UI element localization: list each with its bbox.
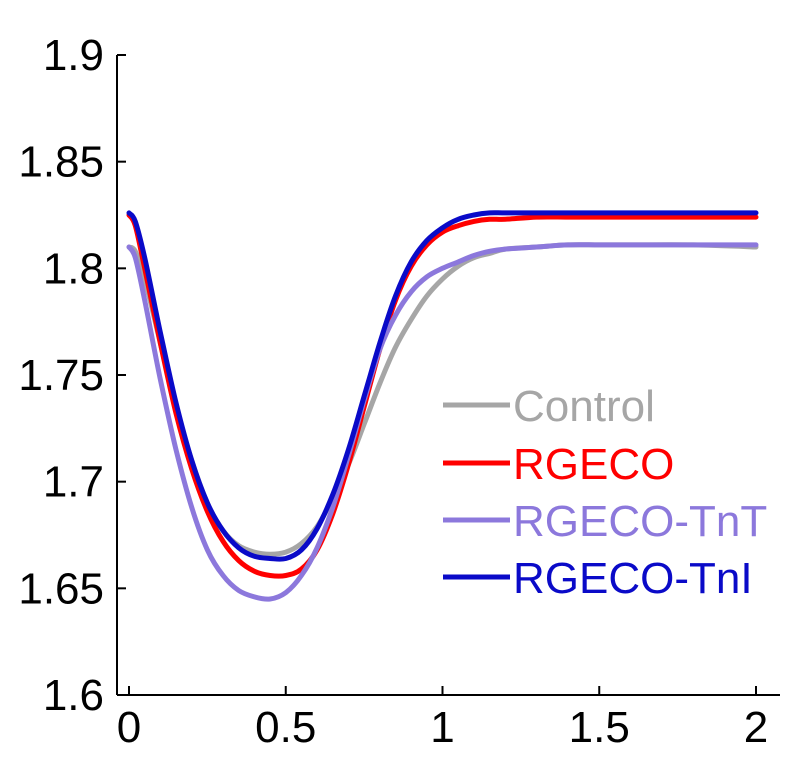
series-layer <box>126 210 759 602</box>
series-line-rgeco-tnt <box>126 242 759 602</box>
legend-label-rgeco-tni: RGECO-TnI <box>513 554 753 603</box>
x-tick-label: 1 <box>430 703 454 752</box>
legend-label-rgeco-tnt: RGECO-TnT <box>513 497 767 546</box>
y-tick-label: 1.7 <box>43 458 104 507</box>
ticks-layer: 1.6 1.65 1.7 1.75 1.8 1.85 1.9 0 0.5 1 1.5 2 <box>18 31 768 752</box>
legend-label-control: Control <box>513 382 655 431</box>
legend: Control RGECO RGECO-TnT RGECO-TnI <box>443 382 767 603</box>
y-tick-label: 1.8 <box>43 244 104 293</box>
y-tick-label: 1.9 <box>43 31 104 80</box>
legend-label-rgeco: RGECO <box>513 440 674 489</box>
series-line-rgeco-tni <box>126 210 759 562</box>
x-tick-label: 2 <box>744 703 768 752</box>
y-tick-label: 1.65 <box>18 564 104 613</box>
x-tick-label: 1.5 <box>569 703 630 752</box>
x-tick-label: 0 <box>117 703 141 752</box>
x-tick-label: 0.5 <box>255 703 316 752</box>
y-tick-label: 1.85 <box>18 138 104 187</box>
y-tick-label: 1.75 <box>18 351 104 400</box>
y-tick-label: 1.6 <box>43 671 104 720</box>
